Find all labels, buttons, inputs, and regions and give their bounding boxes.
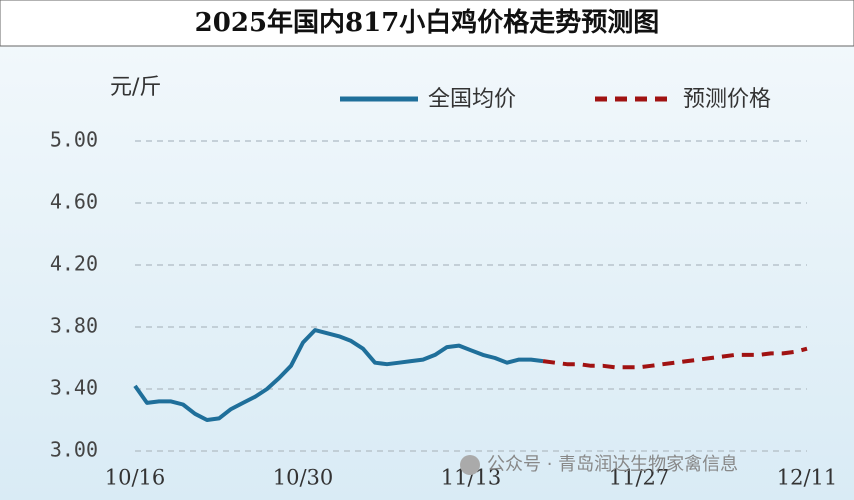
x-tick-label: 11/27 <box>609 466 670 490</box>
series-line <box>542 346 808 370</box>
series-line <box>133 328 544 422</box>
title-bar <box>0 0 854 47</box>
y-tick-label: 3.40 <box>50 376 98 400</box>
y-tick-label: 5.00 <box>50 128 98 152</box>
y-tick-label: 3.80 <box>50 314 98 338</box>
y-axis-label: 元/斤 <box>110 75 161 100</box>
y-tick-label: 4.20 <box>50 252 98 276</box>
x-tick-label: 10/30 <box>273 466 334 490</box>
watermark: 公众号 · 青岛润达生物家禽信息 <box>487 454 738 475</box>
chart-title: 2025年国内817小白鸡价格走势预测图 <box>195 7 660 38</box>
y-tick-label: 4.60 <box>50 190 98 214</box>
watermark-icon <box>460 455 480 475</box>
legend-label: 全国均价 <box>428 87 516 112</box>
x-tick-label: 12/11 <box>777 466 838 490</box>
y-tick-label: 3.00 <box>50 438 98 462</box>
x-tick-label: 10/16 <box>105 466 166 490</box>
legend-label: 预测价格 <box>683 87 771 112</box>
